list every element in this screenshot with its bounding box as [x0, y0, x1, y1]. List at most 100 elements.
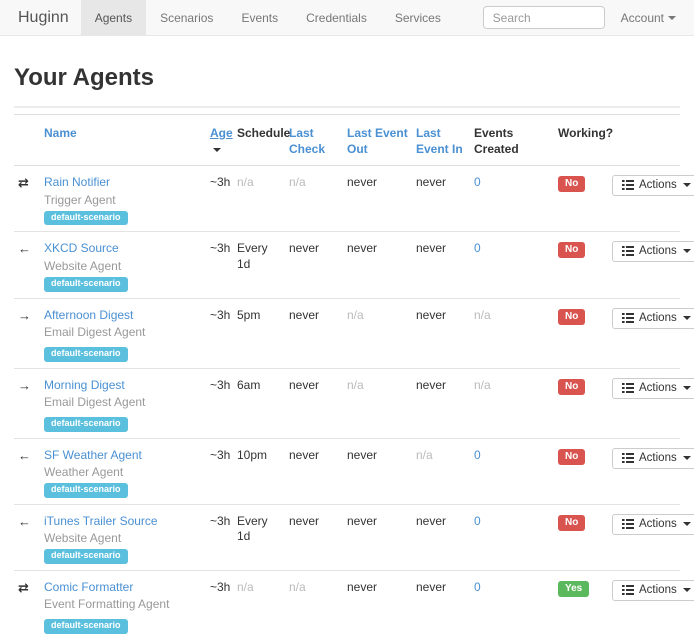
events-created-cell: n/a [470, 297, 554, 369]
schedule-cell: 6am [233, 367, 285, 439]
last-event-out-cell: n/a [343, 297, 412, 369]
nav-item-scenarios[interactable]: Scenarios [160, 11, 214, 25]
account-menu[interactable]: Account [605, 0, 694, 36]
exchange-arrows-icon: ⇄ [18, 175, 29, 191]
actions-button[interactable]: Actions [612, 579, 694, 601]
chevron-down-icon [682, 385, 691, 390]
agents-table: Name Age Schedule Last Check Last Event … [14, 113, 694, 640]
scenario-badge[interactable]: default-scenario [44, 482, 128, 498]
agent-type-label: Trigger Agent [44, 192, 116, 207]
actions-button[interactable]: Actions [612, 447, 694, 469]
actions-button[interactable]: Actions [612, 241, 694, 263]
nav-item-credentials[interactable]: Credentials [306, 11, 367, 25]
last-event-out-cell: never [347, 175, 378, 190]
header-actions-col [608, 113, 680, 167]
actions-label: Actions [639, 583, 677, 596]
header-schedule: Schedule [233, 113, 290, 167]
arrow-left-icon: ← [18, 447, 31, 463]
schedule-cell: n/a [237, 175, 254, 190]
header-name[interactable]: Name [40, 113, 206, 167]
top-navbar: Huginn Agents Scenarios Events Credentia… [0, 0, 694, 36]
agent-type-label: Email Digest Agent [44, 395, 146, 410]
last-event-out-cell: never [343, 231, 412, 299]
last-event-out-cell: n/a [343, 367, 412, 439]
last-check-cell: never [285, 367, 343, 439]
last-event-in-cell: never [412, 231, 470, 299]
last-check-cell: never [285, 437, 343, 505]
events-created-link[interactable]: 0 [474, 579, 481, 594]
arrow-right-icon: → [18, 377, 31, 393]
working-status-badge: No [558, 378, 586, 395]
table-row: → Morning Digest Email Digest Agent defa… [14, 367, 694, 439]
chevron-down-icon [682, 521, 691, 526]
events-created-link[interactable]: 0 [474, 175, 481, 190]
header-events-created: Events Created [470, 113, 554, 167]
chevron-down-icon [668, 16, 676, 21]
header-last-event-in[interactable]: Last Event In [412, 113, 470, 167]
arrow-left-icon: ← [18, 513, 31, 529]
last-check-cell: n/a [285, 569, 343, 640]
schedule-cell: Every 1d [233, 503, 285, 571]
last-event-in-cell: never [412, 367, 470, 439]
list-icon [622, 382, 634, 393]
events-created-link[interactable]: 0 [474, 513, 481, 528]
sort-desc-icon [213, 148, 221, 153]
nav-item-services[interactable]: Services [394, 11, 441, 25]
scenario-badge[interactable]: default-scenario [44, 619, 128, 634]
actions-button[interactable]: Actions [612, 513, 694, 535]
working-status-badge: No [558, 448, 586, 465]
agent-name-link[interactable]: Comic Formatter [44, 579, 134, 594]
table-row: ⇄ Rain Notifier Trigger Agent default-sc… [14, 166, 694, 232]
actions-button[interactable]: Actions [612, 307, 694, 329]
events-created-link[interactable]: 0 [474, 447, 481, 462]
working-status-badge: Yes [558, 580, 590, 597]
events-created-cell: n/a [470, 367, 554, 439]
age-cell: ~3h [206, 437, 233, 505]
divider [14, 106, 680, 108]
scenario-badge[interactable]: default-scenario [44, 210, 128, 226]
agent-name-link[interactable]: iTunes Trailer Source [44, 513, 158, 528]
age-cell: ~3h [206, 231, 233, 299]
scenario-badge[interactable]: default-scenario [44, 416, 128, 432]
arrow-right-icon: → [18, 307, 31, 323]
last-event-out-cell: never [343, 503, 412, 571]
agent-name-link[interactable]: Afternoon Digest [44, 307, 134, 322]
list-icon [622, 180, 634, 191]
working-status-badge: No [558, 176, 586, 193]
scenario-badge[interactable]: default-scenario [44, 346, 128, 362]
nav-item-events[interactable]: Events [241, 11, 279, 25]
table-row: → Afternoon Digest Email Digest Agent de… [14, 297, 694, 369]
chevron-down-icon [682, 249, 691, 254]
list-icon [622, 518, 634, 529]
events-created-link[interactable]: 0 [474, 241, 481, 256]
nav-item-agents[interactable]: Agents [80, 0, 147, 35]
scenario-badge[interactable]: default-scenario [44, 276, 128, 292]
last-event-in-cell: never [412, 569, 470, 640]
agent-name-link[interactable]: Morning Digest [44, 377, 125, 392]
actions-button[interactable]: Actions [612, 377, 694, 399]
header-age[interactable]: Age [206, 113, 233, 167]
agent-type-label: Website Agent [44, 259, 122, 274]
agent-name-link[interactable]: Rain Notifier [44, 175, 111, 190]
account-label: Account [620, 10, 664, 25]
last-event-out-cell: never [343, 437, 412, 505]
search-input[interactable] [482, 6, 605, 29]
agent-name-link[interactable]: XKCD Source [44, 241, 119, 256]
agent-name-link[interactable]: SF Weather Agent [44, 447, 142, 462]
last-event-out-cell: never [343, 569, 412, 640]
table-row: ⇄ Comic Formatter Event Formatting Agent… [14, 569, 694, 640]
actions-label: Actions [639, 245, 677, 258]
age-cell: ~3h [206, 503, 233, 571]
last-event-in-cell: never [416, 175, 447, 190]
actions-button[interactable]: Actions [612, 175, 694, 197]
chevron-down-icon [682, 455, 691, 460]
age-cell: ~3h [206, 569, 233, 640]
header-last-check[interactable]: Last Check [285, 113, 343, 167]
header-last-event-out[interactable]: Last Event Out [343, 113, 412, 167]
brand-logo[interactable]: Huginn [18, 9, 69, 26]
page-title: Your Agents [14, 64, 155, 91]
working-status-badge: No [558, 308, 586, 325]
actions-label: Actions [639, 179, 677, 192]
table-header-row: Name Age Schedule Last Check Last Event … [14, 113, 680, 167]
scenario-badge[interactable]: default-scenario [44, 548, 128, 564]
